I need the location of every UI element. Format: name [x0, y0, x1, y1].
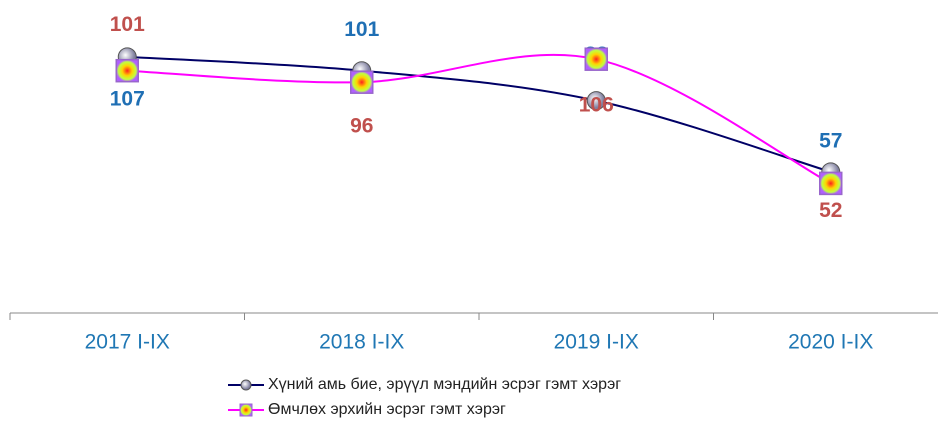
- data-label: 106: [579, 94, 614, 117]
- data-label: 57: [819, 129, 842, 152]
- legend-label: Хүний амь бие, эрүүл мэндийн эсрэг гэмт …: [268, 376, 621, 393]
- point: [115, 58, 139, 83]
- legend-marker: [239, 403, 253, 417]
- x-tick-label: 2017 I-IX: [85, 331, 170, 354]
- x-tick-label: 2020 I-IX: [788, 331, 873, 354]
- point: [584, 47, 608, 71]
- x-tick-label: 2019 I-IX: [554, 331, 639, 354]
- x-tick-label: 2018 I-IX: [319, 331, 404, 354]
- data-label: 101: [344, 18, 379, 41]
- point: [586, 91, 606, 111]
- data-label: 96: [350, 115, 373, 138]
- line: [127, 53, 832, 185]
- line: [127, 55, 832, 173]
- data-label: 52: [819, 199, 842, 222]
- data-label: 101: [110, 13, 145, 36]
- data-label: 107: [110, 87, 145, 110]
- point: [350, 70, 374, 94]
- point: [819, 171, 843, 196]
- legend-label: Өмчлөх эрхийн эсрэг гэмт хэрэг: [268, 401, 506, 418]
- legend-marker: [240, 379, 252, 391]
